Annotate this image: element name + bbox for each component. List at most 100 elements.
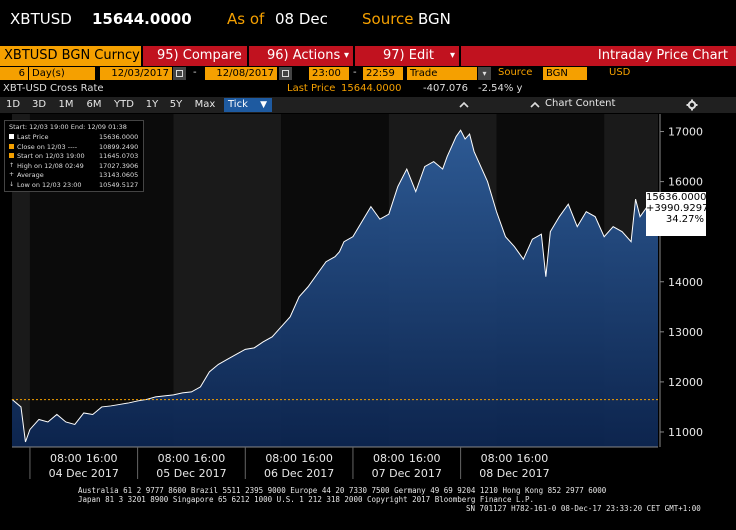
x-hour-label: 16:00: [86, 452, 118, 465]
last-box-price: 15636.0000: [646, 192, 707, 203]
y-tick-label: 11000: [668, 426, 703, 439]
legend-value: 10899.2490: [99, 142, 139, 151]
source-label: Source: [362, 10, 414, 28]
end-date-value: 12/08/2017: [216, 68, 274, 79]
period-bar: 1D 3D 1M 6M YTD 1Y 5Y Max Tick ▼ Chart Content: [0, 97, 736, 113]
legend-swatch: [9, 134, 14, 139]
header-price: 15644.0000: [92, 10, 192, 28]
actions-button[interactable]: 96) Actions ▾: [249, 46, 353, 66]
x-hour-label: 08:00: [158, 452, 190, 465]
end-time-input[interactable]: 22:59: [363, 67, 403, 80]
legend-value: 13143.0605: [99, 171, 139, 179]
compare-button[interactable]: 95) Compare: [143, 46, 247, 66]
x-day-label: 06 Dec 2017: [264, 467, 334, 480]
y-tick-label: 14000: [668, 276, 703, 289]
y-tick-label: 16000: [668, 176, 703, 189]
x-day-label: 07 Dec 2017: [372, 467, 442, 480]
legend-value: 11645.0703: [99, 152, 139, 160]
edit-button[interactable]: 97) Edit ▾: [355, 46, 459, 66]
as-of-label: As of: [227, 10, 265, 28]
last-box-change: +3990.9297: [646, 203, 709, 214]
footer-contacts-line1: Australia 61 2 9777 8600 Brazil 5511 239…: [78, 486, 607, 495]
x-day-label: 04 Dec 2017: [49, 467, 119, 480]
source-setting-label: Source: [498, 67, 533, 78]
compare-label: 95) Compare: [157, 48, 242, 63]
x-day-label: 05 Dec 2017: [156, 467, 226, 480]
price-area: [12, 130, 658, 447]
chevron-down-icon: ▾: [449, 50, 455, 61]
x-hour-label: 16:00: [409, 452, 441, 465]
chevron-down-icon: ▾: [343, 50, 349, 61]
price-change: -407.076: [423, 83, 468, 94]
chart-canvas[interactable]: 1100012000130001400015000160001700008:00…: [0, 114, 736, 486]
field-value: Trade: [410, 68, 438, 79]
chevron-down-icon[interactable]: ▾: [478, 67, 491, 80]
start-date-input[interactable]: 12/03/2017: [100, 67, 172, 80]
footer: Australia 61 2 9777 8600 Brazil 5511 239…: [0, 484, 736, 530]
legend-label: Close on 12/03 ----: [17, 142, 78, 151]
price-chart[interactable]: 1100012000130001400015000160001700008:00…: [0, 114, 736, 486]
tick-button[interactable]: Tick ▼: [224, 98, 272, 112]
x-hour-label: 16:00: [301, 452, 333, 465]
legend-label: Average: [17, 171, 44, 179]
days-input[interactable]: 6: [0, 67, 28, 80]
legend-value: 10549.5127: [99, 180, 139, 189]
calendar-icon[interactable]: [173, 67, 186, 80]
footer-session-line: SN 701127 H782-161-0 08-Dec-17 23:33:20 …: [466, 504, 701, 513]
legend-value: 15636.0000: [99, 133, 139, 141]
page-title: Intraday Price Chart: [597, 48, 728, 63]
legend-label: Start on 12/03 19:00: [17, 152, 85, 160]
y-tick-label: 17000: [668, 126, 703, 139]
period-button-1m[interactable]: 1M: [58, 99, 74, 110]
header-bar: XBTUSD 15644.0000 As of 08 Dec Source BG…: [0, 0, 736, 44]
price-line: [11, 129, 659, 443]
end-date-input[interactable]: 12/08/2017: [205, 67, 277, 80]
start-time-input[interactable]: 23:00: [309, 67, 349, 80]
legend-swatch: [9, 143, 14, 149]
start-time-value: 23:00: [312, 68, 341, 79]
period-button-5y[interactable]: 5Y: [169, 99, 183, 110]
period-button-max[interactable]: Max: [194, 99, 216, 110]
source-value: BGN: [418, 10, 451, 28]
collapse-chevron-icon[interactable]: [530, 100, 540, 109]
legend-swatch: ↑: [9, 161, 15, 169]
ticker-symbol: XBTUSD: [10, 10, 72, 28]
last-box-pct: 34.27%: [665, 214, 704, 225]
period-button-6m[interactable]: 6M: [86, 99, 102, 110]
legend-label: Last Price: [17, 133, 49, 141]
last-price-value: 15644.0000: [341, 83, 402, 94]
security-name: XBTUSD BGN Curncy: [4, 48, 140, 63]
chart-content-button[interactable]: Chart Content: [545, 98, 616, 109]
end-time-value: 22:59: [366, 68, 395, 79]
days-unit-select[interactable]: Day(s): [29, 67, 95, 80]
x-hour-label: 08:00: [265, 452, 297, 465]
calendar-icon[interactable]: [279, 67, 292, 80]
info-row: XBT-USD Cross Rate Last Price 15644.0000…: [0, 82, 736, 97]
date-separator: -: [193, 67, 197, 78]
source-input[interactable]: BGN: [543, 67, 587, 80]
period-button-1y[interactable]: 1Y: [145, 99, 159, 110]
session-band: [12, 114, 30, 447]
period-button-3d[interactable]: 3D: [31, 99, 47, 110]
currency-label[interactable]: USD: [609, 67, 631, 78]
tick-label: Tick: [228, 99, 248, 110]
legend-range: Start: 12/03 19:00 End: 12/09 01:38: [9, 123, 127, 131]
footer-contacts-line2: Japan 81 3 3201 8900 Singapore 65 6212 1…: [78, 495, 535, 504]
price-change-pct: -2.54% y: [478, 83, 523, 94]
field-select[interactable]: Trade: [407, 67, 477, 80]
x-hour-label: 16:00: [194, 452, 226, 465]
last-price-box: 15636.0000 +3990.9297 34.27%: [646, 192, 709, 236]
security-field[interactable]: XBTUSD BGN Curncy: [0, 46, 141, 66]
series-name: XBT-USD Cross Rate: [3, 83, 104, 94]
as-of-date: 08 Dec: [275, 10, 328, 28]
collapse-chevron-icon[interactable]: [459, 100, 469, 109]
x-hour-label: 08:00: [373, 452, 405, 465]
days-unit-value: Day(s): [32, 68, 65, 79]
chart-legend: Start: 12/03 19:00 End: 12/09 01:38 Last…: [4, 120, 144, 192]
period-button-ytd[interactable]: YTD: [114, 99, 134, 110]
gear-icon[interactable]: [686, 99, 698, 111]
period-button-1d[interactable]: 1D: [5, 99, 21, 110]
legend-swatch: +: [9, 171, 15, 178]
legend-label: Low on 12/03 23:00: [17, 180, 82, 189]
legend-swatch: ↓: [9, 180, 15, 188]
